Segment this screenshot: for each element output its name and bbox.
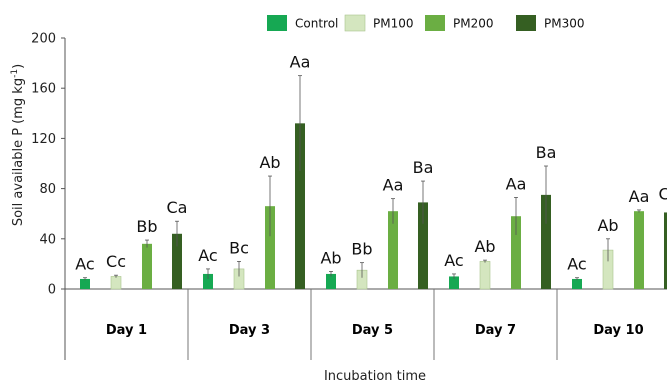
bar	[418, 202, 428, 289]
y-tick-label: 40	[39, 232, 56, 247]
significance-label: Ba	[536, 143, 557, 162]
category-label: Day 1	[106, 323, 147, 338]
significance-label: Cc	[106, 252, 126, 271]
category-label: Day 3	[229, 323, 270, 338]
significance-label: Ca	[659, 184, 667, 203]
category-label: Day 5	[352, 323, 393, 338]
category-label: Day 7	[475, 323, 516, 338]
bar	[664, 212, 667, 289]
legend-label: PM300	[544, 17, 585, 31]
significance-label: Ac	[198, 246, 217, 265]
significance-label: Ab	[474, 237, 495, 256]
significance-label: Ba	[413, 158, 434, 177]
plot-area: Ac Ac Ab Ac Ac Cc Bc Bb Ab Ab Bb Ab Aa Aa Aa Ca Aa Ba Ba Ca	[75, 53, 667, 290]
significance-label: Aa	[383, 176, 404, 195]
y-tick-label: 160	[31, 82, 56, 97]
y-tick-label: 80	[39, 182, 56, 197]
y-tick-label: 0	[48, 283, 56, 298]
significance-label: Bb	[351, 240, 372, 259]
x-axis-title: Incubation time	[324, 369, 426, 381]
bar	[388, 211, 398, 289]
y-title-close: )	[11, 64, 26, 69]
bar	[326, 273, 336, 289]
significance-label: Ab	[320, 248, 341, 267]
significance-label: Ab	[259, 153, 280, 172]
bar	[541, 194, 551, 289]
significance-label: Aa	[290, 53, 311, 72]
legend-swatch	[516, 15, 536, 31]
bar	[203, 273, 213, 289]
bar	[634, 211, 644, 289]
legend-label: PM200	[453, 17, 494, 31]
significance-label: Ac	[567, 255, 586, 274]
significance-label: Ac	[75, 255, 94, 274]
y-title-superscript: -1	[10, 69, 20, 78]
bar	[142, 243, 152, 289]
significance-label: Ac	[444, 251, 463, 270]
bar	[295, 123, 305, 289]
y-tick-label: 120	[31, 132, 56, 147]
significance-label: Bc	[229, 238, 249, 257]
significance-label: Bb	[136, 217, 157, 236]
y-axis-title: Soil available P (mg kg-1)	[10, 64, 26, 226]
bar	[511, 216, 521, 289]
legend-swatch	[344, 14, 366, 32]
category-label: Day 10	[593, 323, 643, 338]
bar	[172, 233, 182, 289]
bar	[572, 278, 582, 289]
bar	[265, 206, 275, 289]
significance-label: Ca	[167, 198, 188, 217]
significance-label: Aa	[506, 174, 527, 193]
significance-label: Aa	[629, 187, 650, 206]
bar	[479, 261, 491, 290]
y-axis: 0 40 80 120 160 200	[31, 32, 66, 360]
legend-label: PM100	[373, 17, 414, 31]
y-tick-label: 200	[31, 32, 56, 47]
y-title-main: Soil available P (mg kg	[11, 78, 26, 226]
significance-label: Ab	[597, 216, 618, 235]
bar	[80, 278, 90, 289]
legend-label: Control	[295, 17, 338, 31]
legend: Control PM100 PM200 PM300	[267, 14, 585, 32]
bar	[449, 276, 459, 289]
legend-swatch	[267, 15, 287, 31]
category-axis: Day 1 Day 3 Day 5 Day 7 Day 10	[65, 288, 667, 360]
bar	[110, 276, 122, 290]
legend-swatch	[425, 15, 445, 31]
